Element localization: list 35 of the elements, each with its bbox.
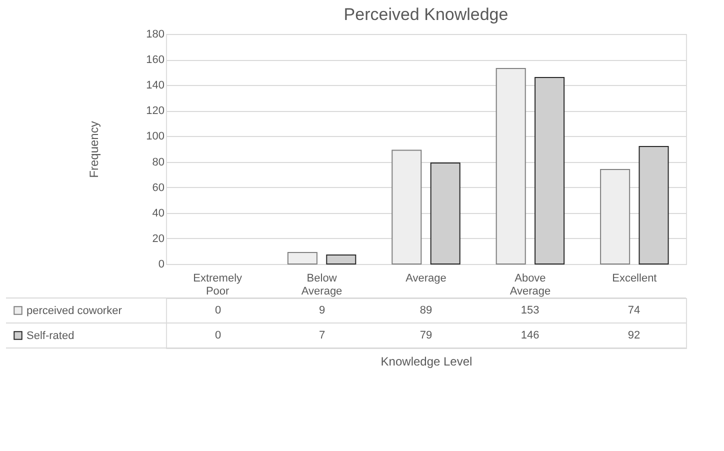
y-tick-label: 60 [152, 182, 164, 194]
data-label: 146 [520, 330, 540, 342]
data-label: 92 [628, 330, 640, 342]
bar [326, 254, 356, 264]
y-tick-label: 80 [152, 156, 164, 168]
x-tick-label: Extremely Poor [193, 272, 243, 298]
data-label: 153 [520, 304, 540, 316]
y-tick-label: 0 [158, 258, 164, 270]
bar [496, 68, 526, 264]
x-tick-label: Average [406, 272, 446, 284]
x-axis-title: Knowledge Level [380, 354, 472, 368]
data-label: 7 [318, 330, 326, 342]
data-label: 89 [420, 304, 432, 316]
y-tick-label: 20 [152, 232, 164, 245]
data-label: 74 [628, 304, 640, 316]
legend-label: perceived coworker [26, 305, 122, 317]
y-tick-label: 100 [146, 130, 164, 143]
y-tick-label: 180 [146, 28, 164, 40]
y-axis-title: Frequency [87, 121, 102, 178]
chart-title: Perceived Knowledge [344, 5, 508, 24]
y-tick-label: 160 [146, 54, 164, 66]
bar [287, 252, 318, 264]
bar [392, 150, 422, 264]
x-tick-label: Above Average [510, 272, 551, 298]
legend-label: Self-rated [26, 330, 74, 342]
data-label: 9 [318, 304, 326, 316]
data-label: 0 [214, 330, 222, 342]
data-label: 0 [214, 304, 222, 316]
y-tick-label: 40 [152, 207, 164, 220]
x-tick-label: Below Average [301, 272, 342, 298]
x-tick-label: Excellent [612, 272, 657, 284]
y-tick-label: 120 [146, 105, 164, 118]
bar [600, 168, 630, 264]
y-tick-label: 140 [146, 80, 164, 92]
data-label: 79 [420, 330, 432, 342]
